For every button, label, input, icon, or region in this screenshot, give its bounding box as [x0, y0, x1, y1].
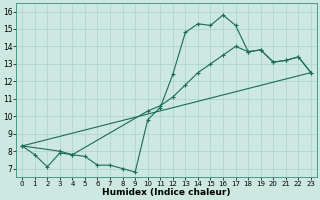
- X-axis label: Humidex (Indice chaleur): Humidex (Indice chaleur): [102, 188, 231, 197]
